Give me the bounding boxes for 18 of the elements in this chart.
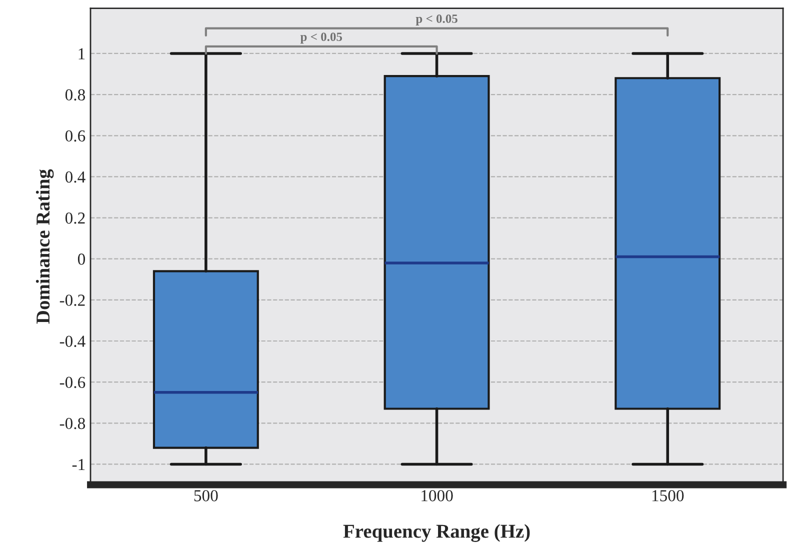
y-tick-label: 0.6: [65, 130, 86, 142]
y-tick-label: -1: [72, 458, 85, 470]
x-tick-label: 1000: [422, 490, 453, 502]
y-tick-label: -0.2: [60, 294, 85, 306]
x-tick-label: 1500: [652, 490, 684, 502]
y-axis-title: Dominance Rating: [36, 169, 54, 324]
x-axis-title: Frequency Range (Hz): [343, 524, 530, 542]
y-tick-label: 0.2: [65, 212, 85, 224]
y-tick-label: 0.8: [65, 89, 86, 101]
x-tick-label: 500: [194, 490, 218, 502]
y-tick-label: -0.8: [60, 418, 86, 430]
annotation: p < 0.05: [416, 14, 458, 26]
y-tick-label: 0: [78, 254, 86, 265]
y-tick-label: 1: [78, 48, 85, 60]
y-tick-label: 0.4: [65, 171, 86, 183]
y-tick-label: -0.4: [60, 336, 86, 348]
y-tick-label: -0.6: [60, 376, 86, 388]
annotation: p < 0.05: [300, 32, 342, 44]
